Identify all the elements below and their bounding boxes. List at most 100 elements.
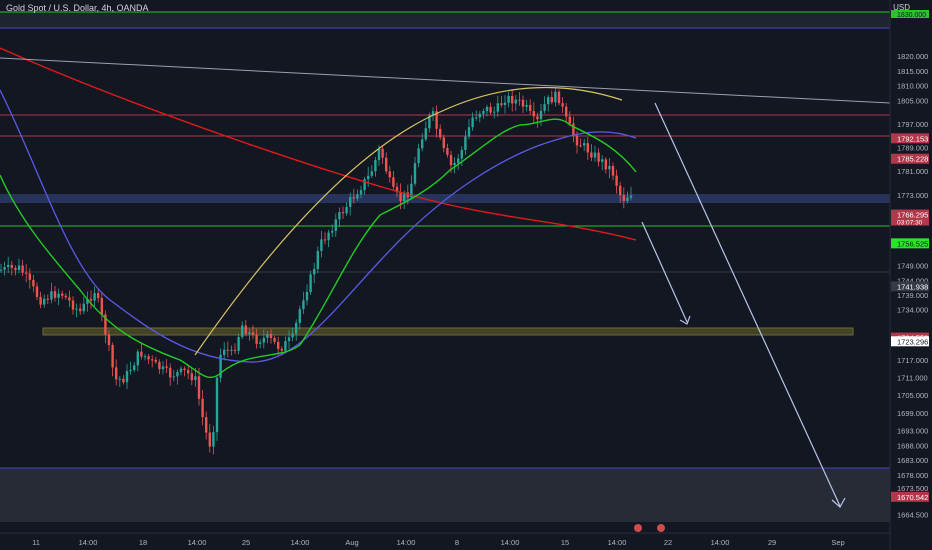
candle [187, 370, 190, 374]
candle [327, 232, 330, 241]
candle [277, 341, 280, 349]
candle [32, 279, 35, 287]
time-tick-label: Aug [345, 538, 358, 547]
candle [514, 99, 517, 104]
currency-label: USD [893, 3, 910, 12]
candle [457, 158, 460, 163]
candle [89, 298, 93, 301]
candle [10, 264, 13, 268]
candle [212, 432, 215, 447]
short-arrow [641, 221, 688, 323]
slow-moving-average [0, 47, 637, 241]
price-tick-label: 1789.000 [897, 144, 928, 153]
candle [356, 194, 359, 199]
price-tick-label: 1664.500 [897, 511, 928, 520]
candle [442, 137, 445, 149]
chart-title: Gold Spot / U.S. Dollar, 4h, OANDA [6, 3, 149, 13]
candle [190, 373, 193, 381]
price-label: 1741.938 [897, 282, 928, 291]
candle [259, 342, 262, 344]
candle [219, 354, 222, 378]
candle [291, 333, 294, 338]
price-tick-label: 1678.000 [897, 471, 928, 480]
time-tick-label: 15 [561, 538, 569, 547]
candle [410, 183, 413, 198]
event-flag-icon [657, 524, 665, 532]
candle [262, 337, 265, 343]
candle [611, 165, 615, 176]
current-price-zone [0, 194, 890, 203]
candle [147, 356, 150, 360]
candle [53, 291, 57, 298]
trendline [0, 57, 891, 104]
candle [39, 296, 42, 305]
candle [133, 365, 136, 370]
candle [338, 212, 341, 220]
long-arrow [654, 102, 841, 507]
price-tick-label: 1805.000 [897, 96, 928, 105]
candle [305, 291, 309, 301]
candle [129, 369, 132, 372]
candle [435, 111, 438, 129]
candle [428, 115, 431, 129]
candle [287, 337, 291, 342]
short-arrow-head [679, 315, 691, 325]
candle [449, 154, 453, 166]
candle [565, 106, 568, 117]
candle [172, 376, 175, 378]
candle [230, 349, 233, 351]
candle [593, 152, 597, 158]
candle [334, 219, 337, 231]
candle [298, 309, 301, 323]
candle [503, 102, 507, 106]
candle [568, 116, 571, 124]
candle [496, 103, 499, 112]
candle [370, 171, 373, 176]
price-label-box [891, 133, 929, 144]
candle [529, 104, 532, 112]
candle [143, 356, 147, 358]
candle [583, 143, 586, 146]
candle [100, 298, 103, 315]
candle [86, 298, 89, 304]
candle [97, 293, 100, 299]
candle [176, 372, 179, 377]
price-label-box [891, 336, 929, 347]
candle [165, 366, 168, 368]
candle [525, 104, 528, 107]
candle [158, 361, 161, 370]
candle [111, 345, 114, 368]
time-tick-label: 18 [139, 538, 147, 547]
candle [385, 157, 388, 172]
candle [475, 117, 478, 119]
candle [478, 113, 481, 118]
price-label-box [891, 491, 929, 502]
candle [439, 128, 442, 138]
candle [493, 111, 496, 113]
candle [413, 163, 417, 184]
supply-zone-top [0, 12, 890, 28]
price-label-box [891, 238, 929, 249]
candle [302, 300, 305, 310]
time-tick-label: 14:00 [188, 538, 207, 547]
candle [251, 332, 255, 336]
candle [521, 99, 525, 107]
candle [226, 349, 229, 351]
candle [50, 291, 53, 300]
candle [323, 239, 327, 241]
candle [75, 308, 78, 310]
candle [374, 160, 377, 172]
candle [273, 338, 276, 342]
candle [388, 171, 391, 178]
candle [266, 333, 269, 338]
time-tick-label: 14:00 [501, 538, 520, 547]
price-label: 1723.296 [897, 337, 928, 346]
candle [68, 297, 71, 301]
candle [205, 417, 208, 433]
event-flag-icon [634, 524, 642, 532]
candle [547, 97, 550, 105]
candle [46, 298, 49, 300]
time-tick-label: 14:00 [79, 538, 98, 547]
candle [431, 111, 435, 116]
